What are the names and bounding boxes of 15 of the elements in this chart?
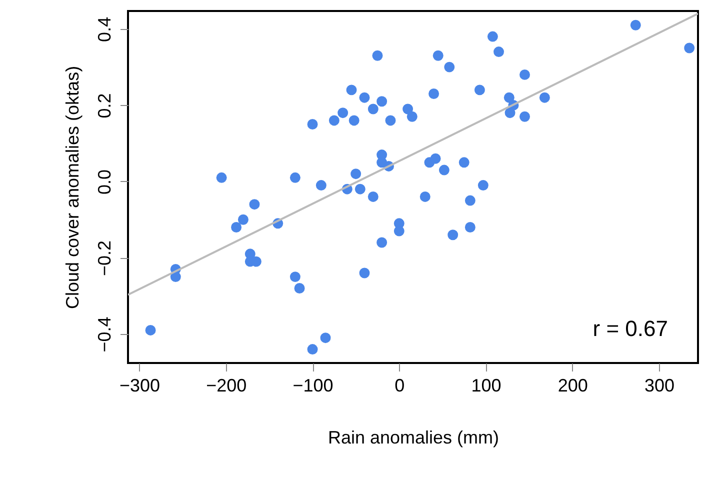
x-tick-label: 200 <box>558 376 588 396</box>
annotation: r = 0.67 <box>592 316 668 341</box>
x-tick-label: 100 <box>471 376 502 396</box>
y-tick-label: 0.4 <box>94 16 114 42</box>
x-tick-label: 0 <box>394 376 405 396</box>
x-tick-label: −100 <box>292 376 334 396</box>
x-tick-label: −200 <box>206 376 247 396</box>
x-tick-label: −300 <box>119 376 160 396</box>
y-tick-label: −0.2 <box>94 240 114 276</box>
y-axis-title: Cloud cover anomalies (oktas) <box>62 66 82 310</box>
y-tick-label: 0.0 <box>94 169 114 194</box>
x-tick-label: 300 <box>644 376 675 396</box>
y-tick-label: 0.2 <box>94 93 114 118</box>
x-axis-title: Rain anomalies (mm) <box>328 428 500 448</box>
y-tick-label: −0.4 <box>94 316 114 352</box>
